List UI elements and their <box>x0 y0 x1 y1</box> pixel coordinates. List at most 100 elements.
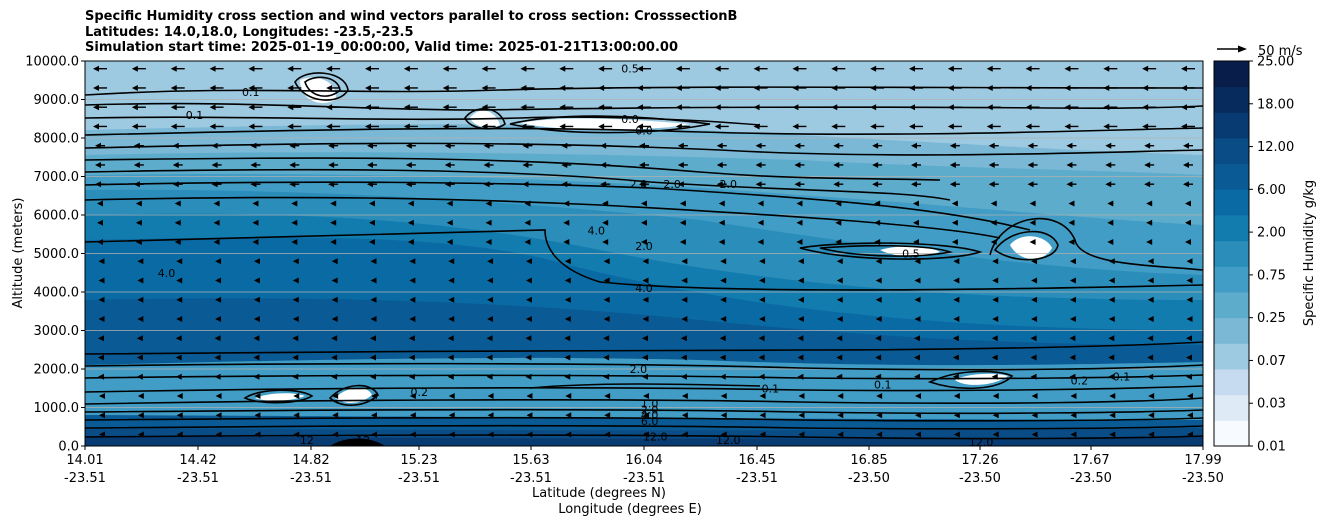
wind-vector-head <box>1027 142 1034 149</box>
x-tick-label-lon: -23.51 <box>398 471 440 486</box>
wind-vector-head <box>1066 181 1073 188</box>
wind-vector-head <box>872 142 879 149</box>
wind-vector-head <box>875 335 882 342</box>
wind-vector-head <box>248 84 255 91</box>
wind-vector-head <box>909 123 915 130</box>
wind-vector-head <box>759 296 766 303</box>
wind-vector-head <box>409 277 416 284</box>
wind-vector-head <box>254 392 261 399</box>
wind-vector-head <box>253 315 260 322</box>
colorbar-band <box>1214 61 1249 88</box>
wind-vector-head <box>170 65 177 72</box>
wind-vector-head <box>289 142 296 149</box>
wind-vector-head <box>947 104 954 111</box>
y-tick-label: 10000.0 <box>25 55 79 70</box>
wind-vector-head <box>876 392 883 399</box>
wind-vector-head <box>213 200 220 207</box>
contour-line <box>85 181 1031 231</box>
wind-vector-head <box>1186 258 1193 265</box>
wind-vector-head <box>1185 238 1191 245</box>
wind-vector-head <box>718 238 725 245</box>
wind-vector-head <box>408 373 415 380</box>
contour-line <box>243 389 314 404</box>
wind-vector-head <box>287 104 294 111</box>
wind-vector-head <box>1108 315 1115 322</box>
wind-vector-head <box>1027 161 1034 168</box>
wind-vector-head <box>1142 84 1149 91</box>
wind-vector-head <box>253 258 260 265</box>
wind-vector-head <box>720 392 727 399</box>
wind-vector-head <box>875 315 882 322</box>
wind-vector-head <box>293 431 300 438</box>
wind-vector-head <box>797 354 804 361</box>
wind-vector-head <box>679 238 686 245</box>
wind-vector-head <box>1147 354 1154 361</box>
wind-vector-head <box>1066 161 1073 168</box>
y-tick-label: 6000.0 <box>34 209 80 224</box>
wind-vector-head <box>252 219 259 226</box>
contour-label: 0.5 <box>902 248 920 261</box>
wind-vector-head <box>914 354 920 361</box>
wind-vector-head <box>1068 219 1075 226</box>
wind-vector-head <box>211 161 218 168</box>
wind-vector-head <box>520 104 527 111</box>
wind-vector-head <box>872 181 879 188</box>
wind-vector-head <box>1025 123 1032 130</box>
wind-vector-head <box>753 65 760 72</box>
wind-vector-head <box>1070 392 1077 399</box>
wind-vector-head <box>798 412 805 419</box>
wind-vector-head <box>403 104 410 111</box>
x-tick-label-lat: 16.45 <box>738 453 775 468</box>
wind-vector-head <box>326 65 333 72</box>
wind-vector-head <box>681 431 688 438</box>
wind-vector-head <box>831 65 838 72</box>
wind-vector-head <box>797 315 804 322</box>
wind-vector-head <box>603 354 610 361</box>
wind-vector-head <box>915 431 921 438</box>
wind-vector-head <box>953 315 960 322</box>
wind-vector-head <box>561 161 568 168</box>
wind-vector-head <box>1142 65 1149 72</box>
wind-vector-head <box>291 238 298 245</box>
y-axis: 0.0 1000.0 2000.0 3000.0 4000.0 5000.0 6000.0 7… <box>25 55 85 455</box>
wind-vector-head <box>1142 123 1149 130</box>
wind-vector-head <box>1147 258 1154 265</box>
wind-vector-head <box>1069 258 1076 265</box>
wind-vector-head <box>403 84 410 91</box>
wind-vector-head <box>720 296 727 303</box>
contour-line <box>464 108 506 130</box>
wind-vector-head <box>639 142 645 149</box>
wind-vector-head <box>1185 200 1191 207</box>
wind-vector-head <box>876 412 883 419</box>
wind-vector-head <box>1030 354 1037 361</box>
wind-vector-head <box>526 412 533 419</box>
wind-vector-head <box>1108 296 1115 303</box>
wind-vector-head <box>253 373 260 380</box>
wind-vector-head <box>1148 392 1155 399</box>
wind-vector-head <box>797 258 804 265</box>
wind-vector-head <box>175 335 182 342</box>
wind-vector-head <box>1183 181 1189 188</box>
wind-vector-head <box>797 373 804 380</box>
wind-vector-head <box>99 431 105 438</box>
wind-vector-head <box>603 258 610 265</box>
wind-vector-head <box>837 412 844 419</box>
wind-vector-head <box>1186 296 1193 303</box>
wind-vector-head <box>485 219 492 226</box>
wind-vector-head <box>598 123 605 130</box>
wind-vector-head <box>1103 104 1110 111</box>
wind-vector-head <box>1185 219 1191 226</box>
wind-vector-head <box>174 238 181 245</box>
wind-vector-head <box>681 412 688 419</box>
wind-vector-head <box>681 315 688 322</box>
wind-vector-head <box>215 258 222 265</box>
wind-vector-head <box>213 238 220 245</box>
wind-vector-head <box>953 258 960 265</box>
wind-vector-head <box>870 104 877 111</box>
x-tick-label-lon: -23.50 <box>959 471 1001 486</box>
wind-vector-head <box>137 412 144 419</box>
wind-vector-head <box>99 412 105 419</box>
wind-vector-head <box>1031 277 1038 284</box>
wind-vector-head <box>98 335 104 342</box>
wind-vector-head <box>367 142 373 149</box>
